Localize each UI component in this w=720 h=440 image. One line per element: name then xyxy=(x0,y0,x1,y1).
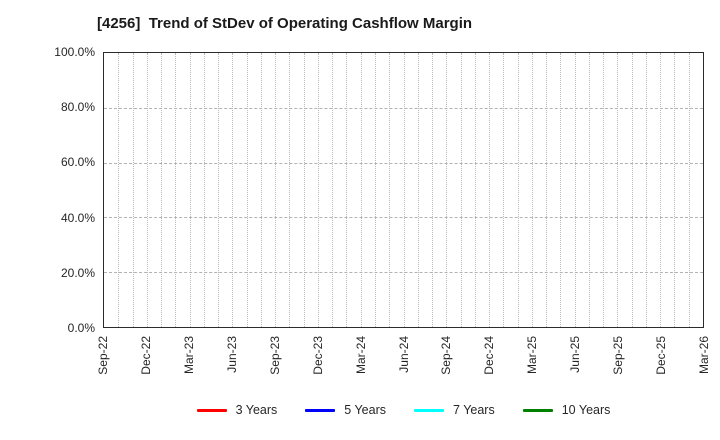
grid-line-horizontal xyxy=(104,272,703,274)
legend-item: 3 Years xyxy=(196,403,278,417)
grid-line-vertical xyxy=(403,53,405,327)
grid-line-vertical xyxy=(688,53,690,327)
x-tick-label: Mar-23 xyxy=(181,336,196,375)
grid-line-vertical xyxy=(674,53,676,327)
grid-line-vertical xyxy=(175,53,177,327)
grid-line-vertical xyxy=(161,53,163,327)
y-tick-label: 60.0% xyxy=(60,155,95,170)
grid-line-vertical xyxy=(389,53,391,327)
y-tick-label: 20.0% xyxy=(60,265,95,280)
legend-item: 10 Years xyxy=(522,403,611,417)
x-tick-label: Sep-24 xyxy=(439,336,454,375)
x-tick-label: Dec-23 xyxy=(310,336,325,375)
grid-line-vertical xyxy=(574,53,576,327)
x-tick-label: Sep-25 xyxy=(611,336,626,375)
grid-line-vertical xyxy=(489,53,491,327)
grid-line-vertical xyxy=(218,53,220,327)
x-tick-label: Jun-24 xyxy=(396,336,411,373)
grid-line-vertical xyxy=(446,53,448,327)
grid-line-vertical xyxy=(232,53,234,327)
x-tick-label: Dec-24 xyxy=(482,336,497,375)
x-tick-label: Mar-25 xyxy=(525,336,540,375)
x-tick-label: Dec-22 xyxy=(138,336,153,375)
legend-line-swatch xyxy=(522,408,553,412)
grid-line-vertical xyxy=(631,53,633,327)
legend: 3 Years 5 Years 7 Years 10 Years xyxy=(103,401,704,419)
grid-line-vertical xyxy=(118,53,120,327)
x-axis: Sep-22 Dec-22 Mar-23 Jun-23 Sep-23 Dec-23 Mar-… xyxy=(96,329,711,404)
grid-line-vertical xyxy=(474,53,476,327)
grid-line-vertical xyxy=(146,53,148,327)
grid-line-vertical xyxy=(517,53,519,327)
y-tick-label: 0.0% xyxy=(67,321,95,335)
legend-item: 7 Years xyxy=(414,403,495,417)
grid-line-vertical xyxy=(546,53,548,327)
x-tick-label: Sep-23 xyxy=(267,336,282,375)
legend-label: 3 Years xyxy=(235,403,278,417)
grid-line-vertical xyxy=(189,53,191,327)
y-tick-label: 80.0% xyxy=(60,100,95,115)
x-tick-label: Mar-24 xyxy=(353,336,368,375)
grid-line-vertical xyxy=(460,53,462,327)
grid-line-vertical xyxy=(588,53,590,327)
x-tick-label: Mar-26 xyxy=(697,336,711,375)
grid-line-horizontal xyxy=(104,162,703,164)
grid-line-vertical xyxy=(346,53,348,327)
legend-label: 7 Years xyxy=(453,403,495,417)
grid-line-vertical xyxy=(617,53,619,327)
grid-line-vertical xyxy=(560,53,562,327)
x-tick-label: Jun-25 xyxy=(568,336,583,373)
grid-line-horizontal xyxy=(104,107,703,109)
legend-line-swatch xyxy=(305,408,336,412)
legend-label: 5 Years xyxy=(344,403,387,417)
x-tick-label: Jun-23 xyxy=(224,336,239,373)
plot-area xyxy=(103,52,704,328)
grid-line-vertical xyxy=(503,53,505,327)
grid-line-vertical xyxy=(603,53,605,327)
grid-line-vertical xyxy=(246,53,248,327)
y-axis: 0.0% 20.0% 40.0% 60.0% 80.0% 100.0% xyxy=(0,45,95,335)
grid-line-vertical xyxy=(260,53,262,327)
grid-line-vertical xyxy=(275,53,277,327)
grid-line-vertical xyxy=(531,53,533,327)
grid-line-vertical xyxy=(317,53,319,327)
y-tick-label: 100.0% xyxy=(54,45,95,59)
grid-line-vertical xyxy=(303,53,305,327)
grid-line-horizontal xyxy=(104,217,703,219)
grid-line-vertical xyxy=(417,53,419,327)
grid-line-vertical xyxy=(374,53,376,327)
chart-title: [4256] Trend of StDev of Operating Cashf… xyxy=(97,15,473,32)
x-tick-label: Dec-25 xyxy=(654,336,669,375)
grid-line-vertical xyxy=(332,53,334,327)
grid-line-vertical xyxy=(203,53,205,327)
x-tick-label: Sep-22 xyxy=(96,336,110,375)
legend-line-swatch xyxy=(414,408,445,412)
grid-line-vertical xyxy=(645,53,647,327)
grid-line-vertical xyxy=(132,53,134,327)
y-tick-label: 40.0% xyxy=(60,210,95,225)
legend-item: 5 Years xyxy=(305,403,386,417)
legend-line-swatch xyxy=(196,408,227,412)
grid-line-vertical xyxy=(360,53,362,327)
legend-label: 10 Years xyxy=(561,403,611,417)
grid-line-vertical xyxy=(289,53,291,327)
grid-line-vertical xyxy=(432,53,434,327)
grid-line-vertical xyxy=(660,53,662,327)
